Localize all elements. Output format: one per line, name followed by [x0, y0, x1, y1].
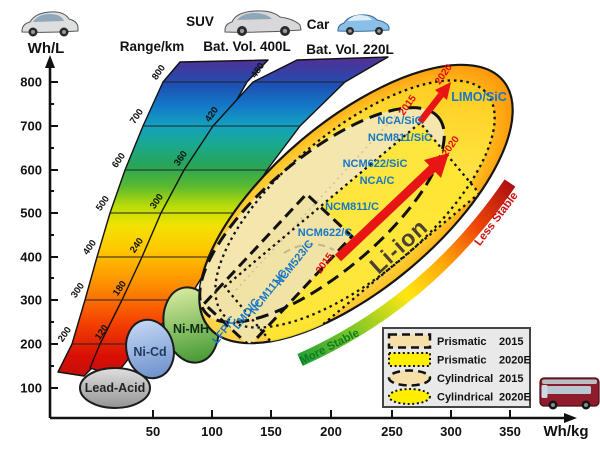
y-axis-arrowhead: [45, 55, 55, 68]
y-tick-500: 500: [20, 206, 42, 221]
legend-label-1: Prismatic: [437, 336, 487, 348]
limo-trend-arrow-head: [435, 82, 451, 100]
y-tick-600: 600: [20, 163, 42, 178]
axes: 800 700 600 500 400 300 200 100 50 100 1…: [20, 40, 588, 440]
y-tick-800: 800: [20, 75, 42, 90]
chem-limo-sic: LIMO/SiC: [451, 90, 507, 104]
cylindrical-2015-border: [198, 106, 446, 324]
band-suv-tick-400: 400: [81, 238, 99, 257]
band-suv-tick-600: 600: [110, 151, 128, 170]
y-axis-ticks: [50, 81, 58, 389]
stability-gradient-band: [297, 179, 516, 366]
band-suv-tick-300: 300: [69, 281, 87, 300]
chem-nca-c: NCA/C: [360, 175, 395, 187]
suv-title: SUV: [186, 14, 214, 29]
legend-year-3: 2015: [499, 373, 523, 385]
region-lead-acid: Lead-Acid: [79, 367, 151, 409]
more-stable-label: More Stable: [298, 327, 362, 367]
bus-icon: [539, 377, 600, 410]
region-ni-cd: Ni-Cd: [125, 318, 175, 380]
legend: Prismatic 2015 Prismatic 2020E Cylindric…: [382, 327, 531, 408]
y-tick-200: 200: [20, 337, 42, 352]
ghost-dashed-arc: [283, 243, 335, 254]
ghost-dotted-line: [235, 101, 409, 291]
ni-mh-label: Ni-MH: [173, 322, 209, 336]
prismatic-2015-border: [202, 191, 354, 349]
x-tick-350: 350: [499, 424, 521, 439]
suv-battery-volume: Bat. Vol. 400L: [203, 39, 291, 54]
chem-nca-sic: NCA/SiC: [377, 115, 422, 127]
lead-acid-ellipse: [79, 367, 151, 409]
prismatic-2020-border: [223, 121, 481, 359]
x-axis-unit-label: Wh/kg: [544, 423, 589, 440]
legend-label-3: Cylindrical: [437, 373, 493, 385]
band-suv-tick-200: 200: [56, 325, 74, 344]
y-axis-unit-label: Wh/L: [28, 40, 65, 57]
legend-label-2: Prismatic: [437, 355, 487, 367]
legend-symbol-cylindrical-2015: [387, 369, 432, 387]
x-tick-300: 300: [440, 424, 462, 439]
legend-symbol-prismatic-2020: [388, 352, 431, 367]
header: SUV Range/km Bat. Vol. 400L Car Bat. Vol…: [21, 10, 394, 57]
chem-ncm811-sic: NCM811/SiC: [368, 132, 432, 144]
y-tick-700: 700: [20, 119, 42, 134]
x-tick-200: 200: [320, 424, 342, 439]
hatchback-icon: [21, 11, 79, 37]
legend-symbol-cylindrical-2020: [388, 388, 431, 405]
limo-trend-arrow-shaft: [417, 93, 444, 124]
car-battery-volume: Bat. Vol. 220L: [306, 42, 394, 57]
range-km-title: Range/km: [120, 39, 185, 54]
legend-symbol-prismatic-2015: [387, 333, 432, 349]
x-tick-100: 100: [201, 424, 223, 439]
y-tick-300: 300: [20, 293, 42, 308]
x-tick-250: 250: [381, 424, 403, 439]
cylindrical-2020-border: [214, 79, 496, 329]
main-trend-arrow-shaft: [334, 164, 437, 262]
chem-ncm622-sic: NCM622/SiC: [343, 158, 408, 170]
legend-year-1: 2015: [499, 336, 523, 348]
x-axis-ticks: [152, 410, 511, 418]
ni-cd-ellipse: [125, 318, 175, 380]
x-tick-150: 150: [260, 424, 282, 439]
x-tick-50: 50: [146, 424, 160, 439]
y-tick-100: 100: [20, 381, 42, 396]
car-title: Car: [307, 17, 330, 32]
chem-ncm622-c: NCM622/C: [298, 227, 352, 239]
prismatic-2015-fill: [204, 194, 352, 346]
ni-cd-label: Ni-Cd: [133, 345, 166, 359]
main-trend-arrow-head: [424, 153, 449, 178]
range-band-suv-gridlines: [72, 81, 247, 345]
x-axis-arrowhead: [564, 413, 577, 423]
y-tick-400: 400: [20, 250, 42, 265]
band-suv-tick-700: 700: [128, 107, 146, 126]
legend-label-4: Cylindrical: [437, 392, 493, 404]
suv-icon: [224, 10, 302, 36]
legend-year-4: 2020E: [499, 392, 531, 404]
legend-year-2: 2020E: [499, 355, 531, 367]
chem-ncm811-c: NCM811/C: [325, 201, 379, 213]
compact-car-icon: [337, 14, 390, 35]
band-suv-tick-500: 500: [94, 194, 112, 213]
lead-acid-label: Lead-Acid: [85, 381, 145, 395]
